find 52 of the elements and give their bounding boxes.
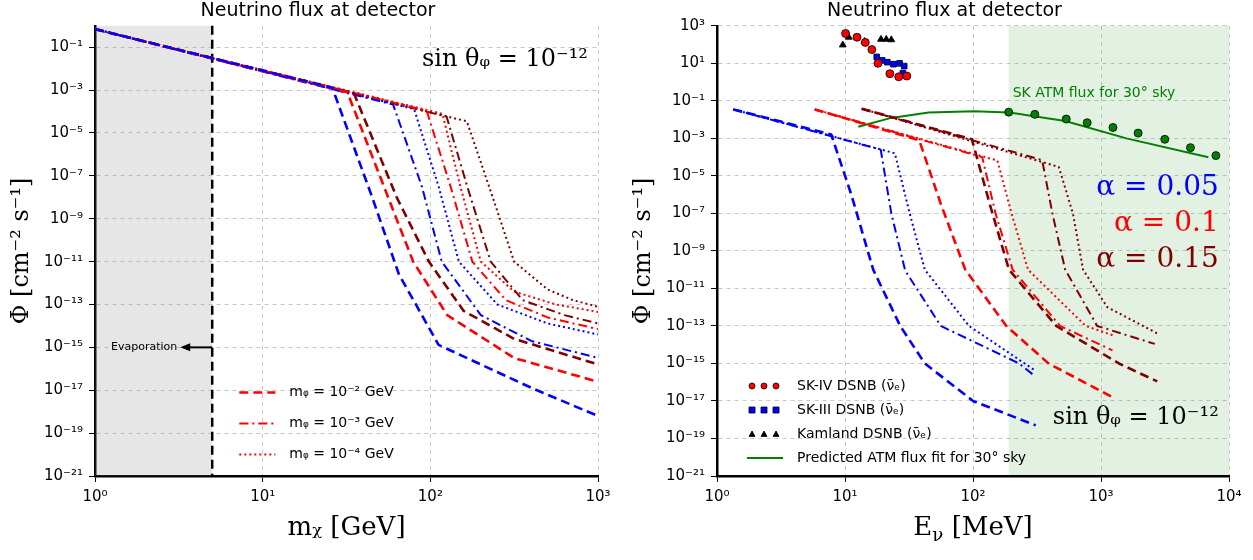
y-tick-label: 10⁻¹ xyxy=(672,90,706,109)
y-tick-label: 10⁻¹⁹ xyxy=(44,423,84,442)
y-tick-label: 10⁻³ xyxy=(50,80,84,98)
x-tick-label: 10³ xyxy=(1088,486,1114,505)
x-tick-label: 10² xyxy=(960,486,986,505)
annotation: α = 0.05 xyxy=(1096,169,1219,203)
legend-label: mᵩ = 10⁻² GeV xyxy=(289,383,395,400)
y-tick-label: 10⁻¹⁷ xyxy=(44,380,84,399)
x-tick-label: 10⁰ xyxy=(82,486,108,505)
y-tick-label: 10⁻¹⁹ xyxy=(666,428,706,447)
legend-label: SK-IV DSNB (ν̄ₑ) xyxy=(797,376,906,393)
chart-title: Neutrino flux at detector xyxy=(827,0,1063,21)
legend-label: SK-III DSNB (ν̄ₑ) xyxy=(797,400,905,417)
y-tick-label: 10⁻¹¹ xyxy=(666,278,706,297)
y-tick-label: 10⁻⁷ xyxy=(672,203,706,222)
y-tick-label: 10⁻²¹ xyxy=(666,465,706,484)
annotation: α = 0.1 xyxy=(1114,205,1219,239)
x-tick-label: 10¹ xyxy=(250,486,276,505)
y-tick-label: 10⁻²¹ xyxy=(44,465,84,484)
y-tick-label: 10⁻¹⁵ xyxy=(666,353,706,372)
y-axis-title: Φ [cm⁻² s⁻¹] xyxy=(628,177,657,325)
y-tick-label: 10⁻¹⁷ xyxy=(666,390,706,409)
y-tick-label: 10⁻¹⁵ xyxy=(44,337,84,356)
x-tick-label: 10³ xyxy=(585,486,611,505)
band-label: SK ATM flux for 30° sky xyxy=(1012,83,1176,100)
y-tick-label: 10⁻¹³ xyxy=(44,294,84,313)
y-tick-label: 10⁻¹¹ xyxy=(44,251,84,270)
annotation: α = 0.15 xyxy=(1096,241,1219,275)
legend-label: mᵩ = 10⁻⁴ GeV xyxy=(289,445,395,462)
legend-label: Kamland DSNB (ν̄ₑ) xyxy=(797,424,932,441)
y-tick-label: 10⁻⁵ xyxy=(672,165,706,184)
y-tick-label: 10³ xyxy=(679,15,706,34)
annotation: sin θᵩ = 10⁻¹² xyxy=(1052,401,1219,430)
y-axis-title: Φ [cm⁻² s⁻¹] xyxy=(6,177,35,325)
y-tick-label: 10⁻⁷ xyxy=(50,165,84,184)
y-tick-label: 10¹ xyxy=(679,53,706,72)
y-tick-label: 10⁻⁹ xyxy=(672,240,706,259)
x-tick-label: 10⁴ xyxy=(1216,486,1242,505)
y-tick-label: 10⁻⁹ xyxy=(50,208,84,227)
legend-label: Predicted ATM flux fit for 30° sky xyxy=(797,448,1027,465)
y-tick-label: 10⁻¹ xyxy=(50,37,84,56)
legend-label: mᵩ = 10⁻³ GeV xyxy=(289,414,395,431)
y-tick-label: 10⁻⁵ xyxy=(50,122,84,141)
x-axis-title: mᵪ [GeV] xyxy=(287,510,406,541)
x-tick-label: 10⁰ xyxy=(704,486,730,505)
y-tick-label: 10⁻³ xyxy=(672,128,706,147)
annotation: Evaporation xyxy=(110,340,178,354)
y-tick-label: 10⁻¹³ xyxy=(666,315,706,334)
annotation: sin θᵩ = 10⁻¹² xyxy=(422,43,588,72)
chart-title: Neutrino flux at detector xyxy=(200,0,436,21)
x-tick-label: 10¹ xyxy=(832,486,858,505)
x-tick-label: 10² xyxy=(417,486,443,505)
